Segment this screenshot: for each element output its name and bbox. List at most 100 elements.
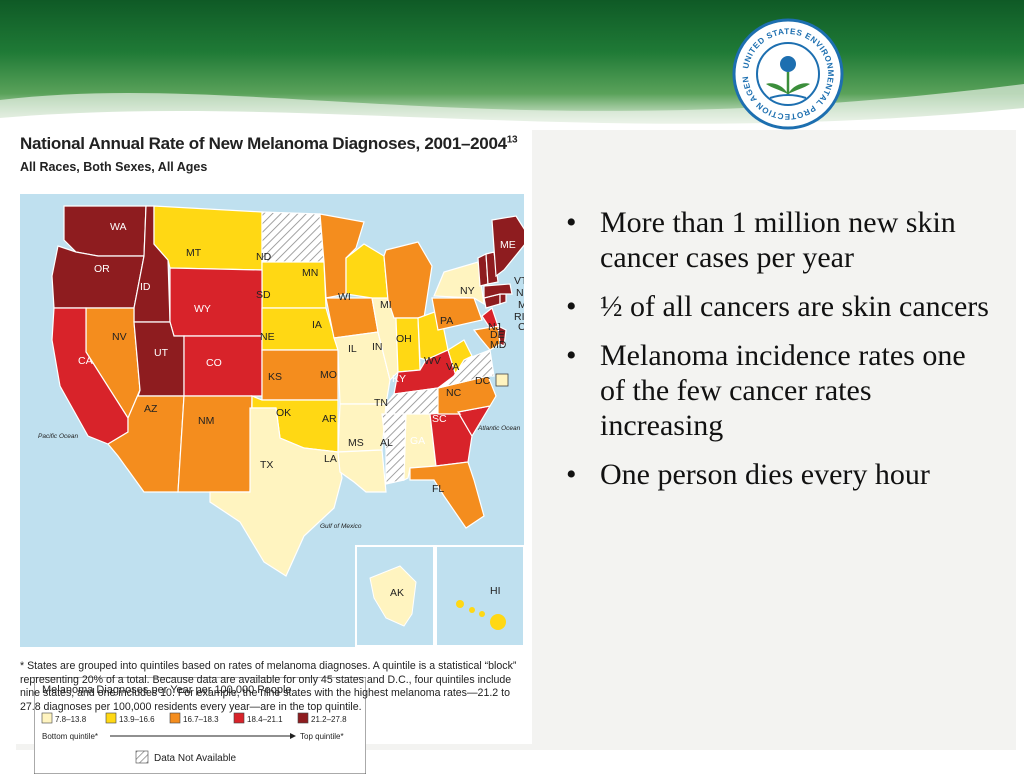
- state-ia: [325, 297, 379, 339]
- state-label-nj: NJ: [488, 321, 501, 333]
- state-label-ca: CA: [78, 355, 93, 367]
- bullet-marker: •: [566, 290, 577, 323]
- figure-subtitle: All Races, Both Sexes, All Ages: [20, 160, 208, 174]
- hawaii-inset: [435, 545, 524, 647]
- state-label-il: IL: [348, 343, 357, 355]
- state-nd: [261, 211, 325, 263]
- bullet-marker: •: [566, 206, 577, 239]
- state-la: [337, 449, 387, 493]
- legend-bottom-label: Bottom quintile*: [42, 732, 98, 741]
- state-ne: [261, 307, 339, 351]
- state-label-pa: PA: [440, 315, 453, 327]
- state-label-de: DE: [490, 329, 505, 341]
- state-wy: [169, 267, 263, 337]
- state-az: [107, 389, 185, 493]
- state-nc: [437, 375, 497, 415]
- state-label-co: CO: [206, 357, 222, 369]
- legend: Melanoma Diagnoses per Year per 100,000 …: [34, 677, 366, 774]
- state-label-ga: GA: [410, 435, 425, 447]
- dc-marker: [495, 373, 509, 387]
- state-label-ar: AR: [322, 413, 337, 425]
- state-hi: [456, 600, 464, 608]
- state-label-az: AZ: [144, 403, 158, 415]
- state-label-ct: CT: [518, 321, 524, 333]
- bullet-item: • ½ of all cancers are skin cancers: [556, 289, 996, 324]
- legend-swatch: [297, 712, 309, 724]
- state-label-mo: MO: [320, 369, 337, 381]
- state-label-ut: UT: [154, 347, 169, 359]
- ocean-label: Pacific Ocean: [38, 433, 78, 440]
- figure-title: National Annual Rate of New Melanoma Dia…: [20, 134, 518, 153]
- state-label-ri: RI: [514, 311, 524, 323]
- state-label-va: VA: [446, 361, 459, 373]
- state-label-wa: WA: [110, 221, 127, 233]
- bullet-text: Melanoma incidence rates one of the few …: [600, 339, 966, 442]
- legend-top-label: Top quintile*: [300, 732, 344, 741]
- state-tx: [209, 407, 343, 577]
- state-label-or: OR: [94, 263, 110, 275]
- state-label-ma: MA: [518, 299, 524, 311]
- header-wave: [0, 84, 1024, 140]
- bullet-item: • More than 1 million new skin cancer cas…: [556, 205, 996, 275]
- state-label-md: MD: [490, 339, 507, 351]
- figure-footnote-text: * States are grouped into quintiles base…: [20, 660, 517, 713]
- legend-title: Melanoma Diagnoses per Year per 100,000 …: [42, 684, 292, 696]
- us-map-svg: WA OR ID MT ND SD WY NV CA UT CO AZ NM NE KS OK TX MN IA MO…: [38, 205, 524, 647]
- legend-swatch: [233, 712, 245, 724]
- state-nj: [481, 306, 499, 329]
- state-hi: [469, 607, 475, 613]
- state-wi: [345, 243, 389, 301]
- legend-frame: [34, 677, 366, 774]
- state-nm: [177, 395, 253, 493]
- state-label-id: ID: [140, 281, 151, 293]
- state-label-me: ME: [500, 239, 516, 251]
- state-label-wv: WV: [424, 355, 441, 367]
- ocean-label: Atlantic Ocean: [477, 425, 521, 432]
- state-label-ky: KY: [392, 373, 406, 385]
- state-label-sd: SD: [256, 289, 271, 301]
- epa-seal-logo: UNITED STATES ENVIRONMENTAL PROTECTION A…: [732, 18, 844, 130]
- state-label-ks: KS: [268, 371, 282, 383]
- state-fl: [409, 461, 485, 529]
- state-pa: [431, 297, 483, 331]
- state-hi: [490, 614, 506, 630]
- legend-arrowhead: [290, 733, 296, 739]
- state-hi: [479, 611, 485, 617]
- state-mt: [153, 205, 263, 271]
- legend-bin-label: 18.4–21.1: [247, 715, 283, 724]
- state-label-nh: NH: [516, 287, 524, 299]
- legend-na-swatch: [135, 750, 149, 764]
- ocean-label: Gulf of Mexico: [320, 523, 362, 530]
- legend-swatch: [105, 712, 117, 724]
- state-co: [183, 335, 263, 397]
- state-label-la: LA: [324, 453, 337, 465]
- us-map: WA OR ID MT ND SD WY NV CA UT CO AZ NM NE KS OK TX MN IA MO…: [20, 194, 524, 647]
- state-label-ak: AK: [390, 587, 404, 599]
- state-label-mt: MT: [186, 247, 202, 259]
- state-label-fl: FL: [432, 483, 444, 495]
- state-label-nc: NC: [446, 387, 462, 399]
- state-label-nv: NV: [112, 331, 127, 343]
- state-ms: [381, 413, 407, 485]
- bullet-text: More than 1 million new skin cancer case…: [600, 206, 956, 274]
- state-in: [395, 317, 421, 373]
- state-label-oh: OH: [396, 333, 412, 345]
- state-label-wy: WY: [194, 303, 211, 315]
- state-label-ms: MS: [348, 437, 364, 449]
- state-ri: [499, 293, 507, 305]
- legend-swatch: [41, 712, 53, 724]
- bullet-text: ½ of all cancers are skin cancers: [600, 290, 989, 323]
- state-label-tn: TN: [374, 397, 388, 409]
- state-wa: [63, 205, 147, 257]
- state-label-al: AL: [380, 437, 393, 449]
- state-label-dc: DC: [475, 375, 491, 387]
- state-label-wi: WI: [338, 291, 351, 303]
- bullet-item: • Melanoma incidence rates one of the few…: [556, 338, 996, 443]
- state-de: [497, 324, 507, 347]
- state-label-hi: HI: [490, 585, 501, 597]
- state-label-ia: IA: [312, 319, 322, 331]
- state-ma: [483, 283, 513, 299]
- bullet-marker: •: [566, 339, 577, 372]
- state-me: [491, 215, 524, 278]
- legend-bin-label: 21.2–27.8: [311, 715, 347, 724]
